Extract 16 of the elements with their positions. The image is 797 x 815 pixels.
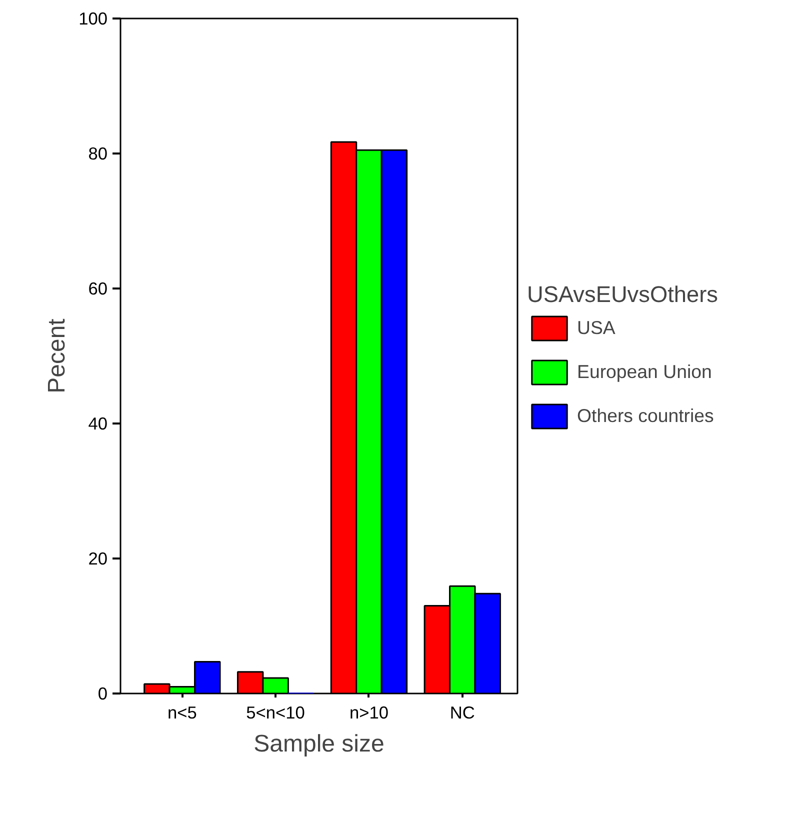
y-tick-label: 80 (88, 144, 108, 164)
x-tick-label: 5<n<10 (246, 702, 305, 722)
x-tick-label: n>10 (349, 702, 388, 722)
legend-label: European Union (577, 360, 712, 382)
y-tick-label: 40 (88, 414, 108, 434)
y-tick-label: 100 (78, 8, 108, 28)
y-tick-label: 20 (88, 548, 108, 568)
x-axis-title: Sample size (254, 730, 384, 758)
y-axis-title: Pecent (44, 318, 71, 394)
legend-title: USAvsEUvsOthers (527, 280, 718, 308)
legend-label: Others countries (577, 404, 714, 426)
x-tick-label: NC (450, 702, 475, 722)
y-tick-label: 60 (88, 278, 108, 298)
y-tick-label: 0 (98, 684, 108, 704)
legend-label: USA (577, 316, 616, 338)
x-tick-label: n<5 (167, 702, 197, 722)
